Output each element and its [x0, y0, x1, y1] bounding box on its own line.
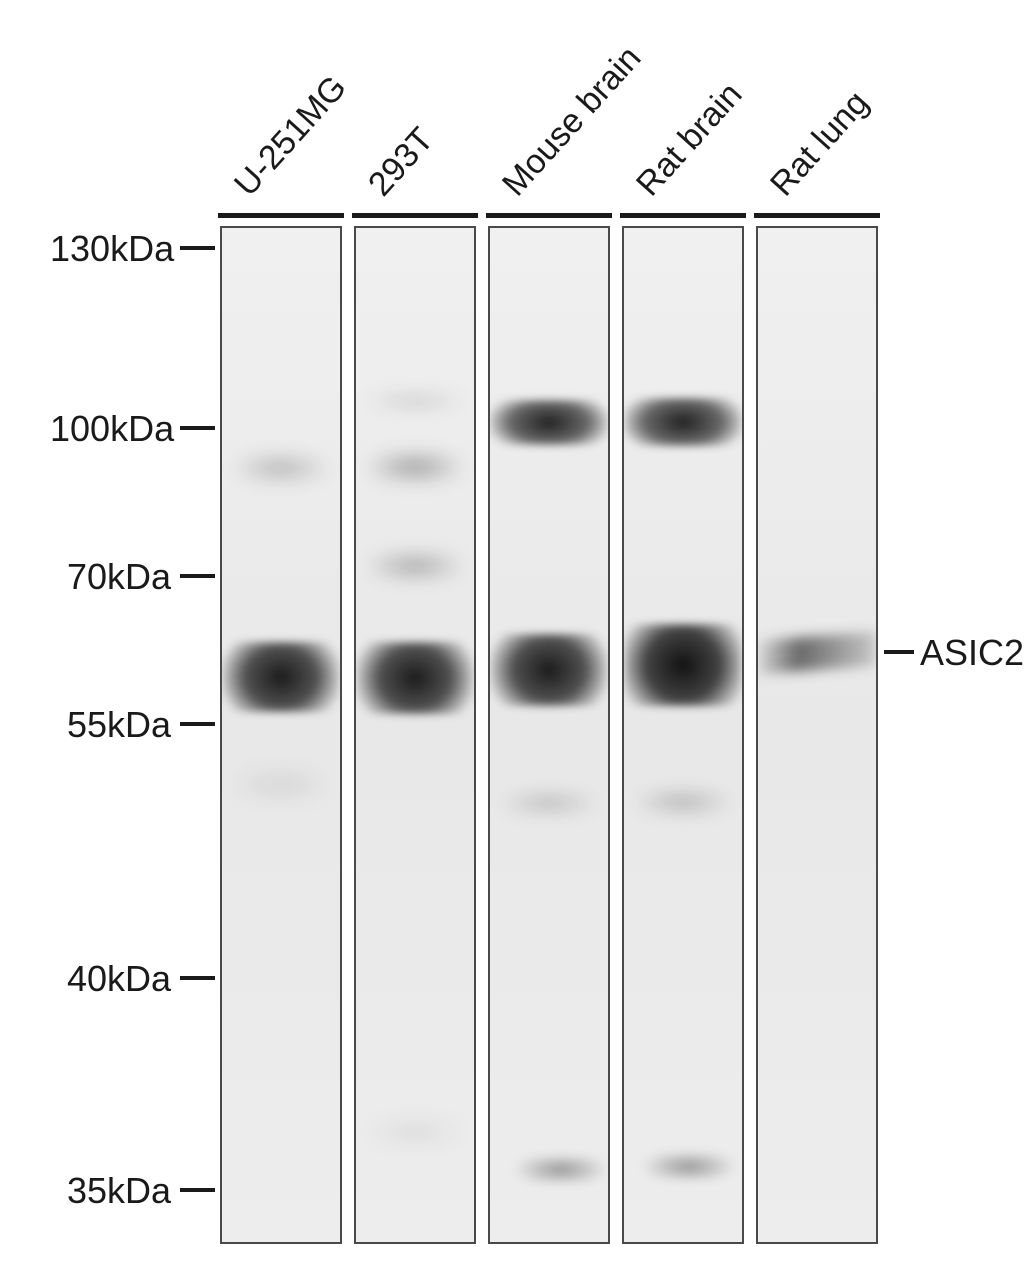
lane-strip-2 [488, 226, 610, 1244]
mw-label-55: 55kDa [67, 704, 171, 746]
mw-label-70: 70kDa [67, 556, 171, 598]
band-0-0 [222, 454, 340, 482]
lane-strip-4 [756, 226, 878, 1244]
target-label: ASIC2 [920, 632, 1024, 674]
band-3-0 [624, 398, 742, 446]
western-blot-figure: U-251MG 293T Mouse brain Rat brain Rat l… [0, 0, 1028, 1280]
band-0-2 [222, 772, 340, 797]
mw-tick-100 [180, 426, 215, 430]
mw-tick-70 [180, 574, 215, 578]
mw-tick-40 [180, 976, 215, 980]
mw-tick-35 [180, 1188, 215, 1192]
band-2-0 [490, 400, 608, 445]
lane-underline-1 [352, 213, 478, 218]
lane-underline-2 [486, 213, 612, 218]
band-3-1 [624, 624, 742, 706]
band-1-3 [356, 642, 474, 714]
band-2-1 [490, 634, 608, 706]
band-2-2 [490, 792, 608, 814]
mw-label-35: 35kDa [67, 1170, 171, 1212]
band-1-1 [356, 452, 474, 482]
lane-label-0: U-251MG [227, 68, 355, 204]
lane-label-1: 293T [361, 120, 442, 204]
target-tick [884, 650, 914, 654]
band-3-3 [624, 1154, 742, 1179]
band-1-2 [356, 552, 474, 580]
lane-underline-0 [218, 213, 344, 218]
lane-strip-0 [220, 226, 342, 1244]
lane-label-2: Mouse brain [495, 39, 649, 204]
band-1-4 [356, 1122, 474, 1142]
band-2-3 [490, 1157, 608, 1182]
lane-label-4: Rat lung [763, 84, 877, 204]
mw-tick-130 [180, 246, 215, 250]
lane-strip-3 [622, 226, 744, 1244]
band-1-0 [356, 392, 474, 410]
lane-strip-1 [354, 226, 476, 1244]
lane-underline-3 [620, 213, 746, 218]
mw-label-40: 40kDa [67, 958, 171, 1000]
mw-tick-55 [180, 722, 215, 726]
band-0-1 [222, 642, 340, 712]
lane-underline-4 [754, 213, 880, 218]
band-4-0 [758, 632, 876, 674]
band-3-2 [624, 790, 742, 814]
lane-label-3: Rat brain [629, 75, 750, 204]
mw-label-130: 130kDa [50, 228, 174, 270]
mw-label-100: 100kDa [50, 408, 174, 450]
